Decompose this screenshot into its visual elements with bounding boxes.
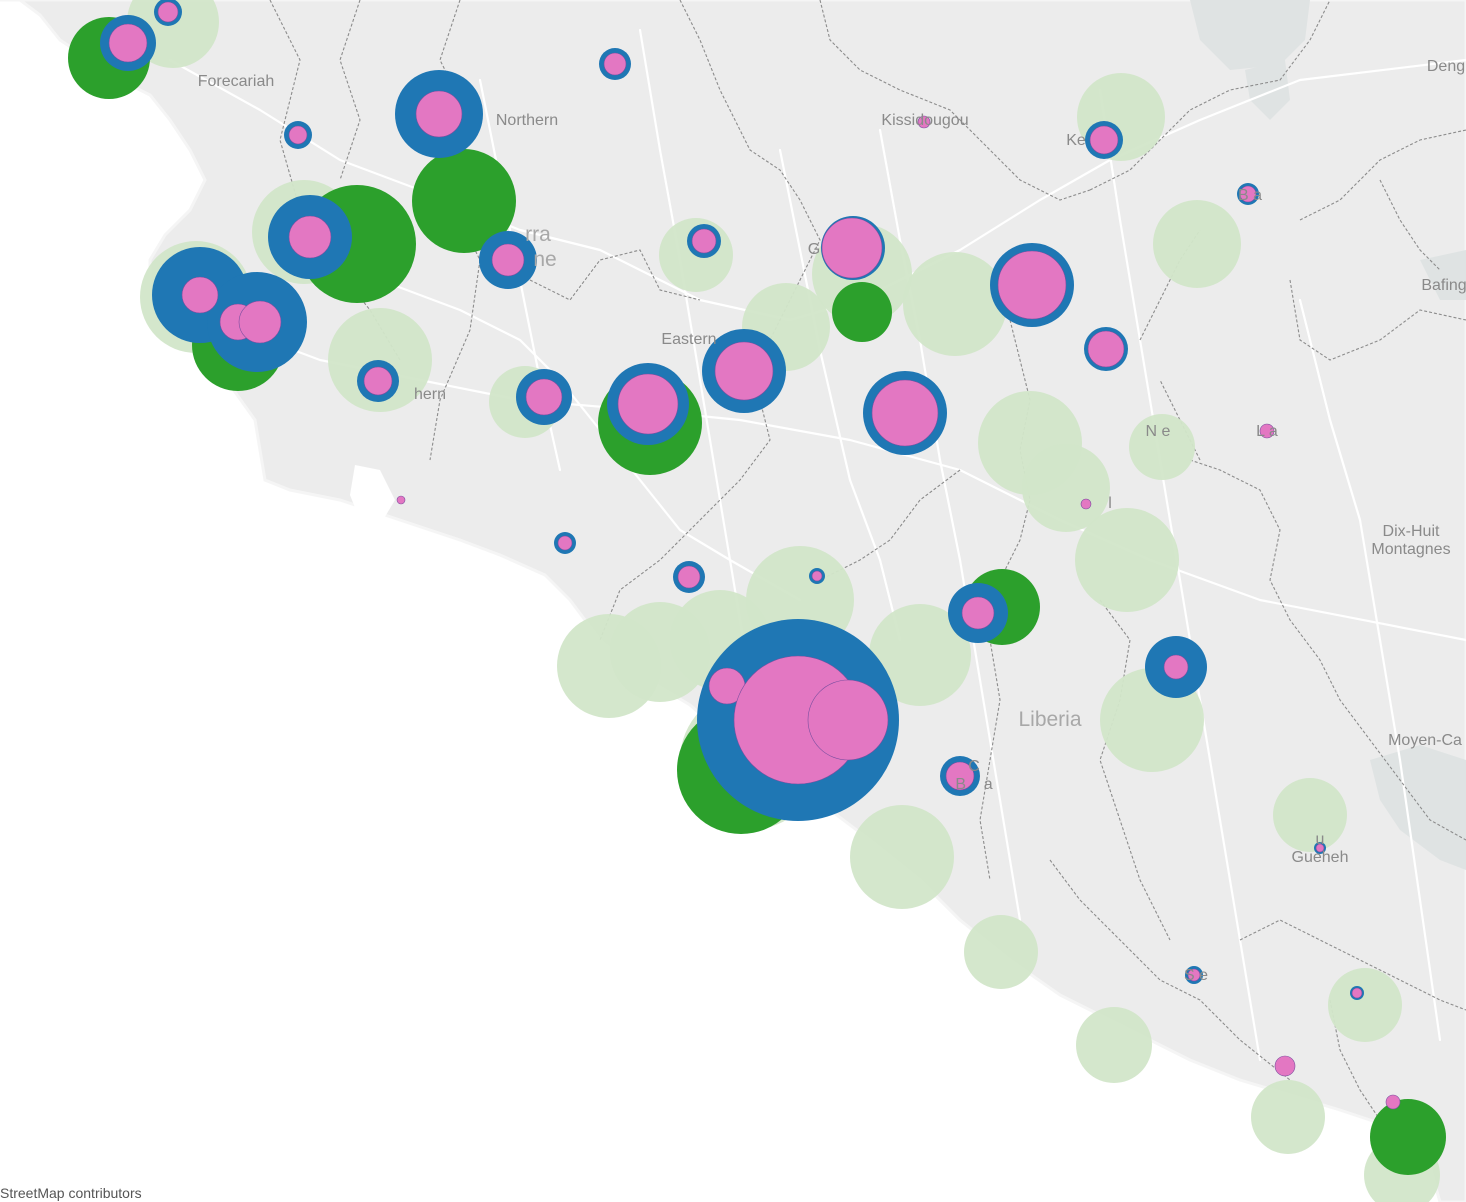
- pink-bubble-28: [1080, 498, 1092, 510]
- lake-reservoir: [1245, 60, 1290, 120]
- green-bubble-3: [412, 149, 516, 253]
- light-green-bubble-22: [850, 805, 954, 909]
- pink-bubble-37: [1351, 987, 1363, 999]
- pink-bubble-7: [491, 243, 525, 277]
- pink-bubble-25: [557, 535, 573, 551]
- pink-bubble-36: [1315, 843, 1325, 853]
- light-green-bubble-26: [1273, 778, 1347, 852]
- light-green-bubble-23: [964, 915, 1038, 989]
- pink-bubble-19: [1087, 330, 1125, 368]
- pink-bubble-16: [821, 217, 883, 279]
- pink-bubble-11: [691, 228, 717, 254]
- pink-bubble-20: [1089, 125, 1119, 155]
- admin-border-16: [819, 469, 961, 581]
- pink-bubble-34: [945, 761, 975, 791]
- admin-border-5: [529, 249, 701, 301]
- admin-border-6: [819, 0, 1091, 201]
- pink-bubble-4: [288, 125, 308, 145]
- pink-bubble-21: [1239, 185, 1257, 203]
- pink-bubble-17: [917, 115, 931, 129]
- admin-border-8: [1089, 0, 1331, 191]
- admin-border-9: [1189, 459, 1466, 841]
- admin-border-13: [1049, 859, 1291, 1081]
- light-green-bubble-14: [1129, 414, 1195, 480]
- light-green-bubble-9: [903, 252, 1007, 356]
- admin-border-2: [339, 0, 361, 181]
- pink-bubble-15: [714, 341, 774, 401]
- pink-bubble-38: [1274, 1055, 1296, 1077]
- pink-bubble-39: [1385, 1094, 1401, 1110]
- estuary: [350, 465, 395, 525]
- lake-lower-right: [1370, 745, 1466, 870]
- pink-bubble-27: [811, 570, 823, 582]
- light-green-bubble-15: [1075, 508, 1179, 612]
- green-bubble-9: [1370, 1099, 1446, 1175]
- pink-bubble-8: [181, 276, 219, 314]
- bubble-layer: [68, 0, 1446, 1202]
- pink-bubble-12: [363, 366, 393, 396]
- green-bubble-6: [832, 282, 892, 342]
- light-green-bubble-24: [1076, 1007, 1152, 1083]
- road-5: [1098, 88, 1262, 1062]
- light-green-bubble-27: [1328, 968, 1402, 1042]
- admin-border-12: [1099, 599, 1171, 941]
- lake-upper: [1190, 0, 1310, 70]
- pink-bubble-29: [961, 596, 995, 630]
- pink-bubble-2: [157, 1, 179, 23]
- pink-bubble-22: [1259, 423, 1275, 439]
- road-6: [298, 248, 802, 602]
- pink-bubble-18: [997, 250, 1067, 320]
- pink-bubble-3: [603, 52, 627, 76]
- lake-right: [1420, 250, 1466, 300]
- light-green-bubble-11: [1153, 200, 1241, 288]
- admin-border-10: [1299, 129, 1466, 221]
- pink-bubble-14: [617, 373, 679, 435]
- road-7: [1298, 298, 1442, 1042]
- pink-bubble-35: [1187, 968, 1201, 982]
- light-green-bubble-28: [1251, 1080, 1325, 1154]
- pink-bubble-10: [238, 300, 282, 344]
- pink-bubble-26: [677, 565, 701, 589]
- pink-bubble-6: [288, 215, 332, 259]
- light-green-bubble-13: [1022, 444, 1110, 532]
- pink-bubble-24: [396, 495, 406, 505]
- pink-bubble-23: [871, 379, 939, 447]
- road-9: [778, 148, 902, 642]
- pink-bubble-33: [807, 679, 889, 761]
- pink-bubble-13: [525, 378, 563, 416]
- map-attribution[interactable]: StreetMap contributors: [0, 1185, 145, 1202]
- light-green-bubble-4: [328, 308, 432, 412]
- admin-border-19: [1379, 179, 1441, 271]
- pink-bubble-30: [1163, 654, 1189, 680]
- pink-bubble-1: [108, 23, 148, 63]
- light-green-bubble-20: [869, 604, 971, 706]
- admin-border-11: [1289, 279, 1466, 361]
- pink-bubble-5: [415, 90, 463, 138]
